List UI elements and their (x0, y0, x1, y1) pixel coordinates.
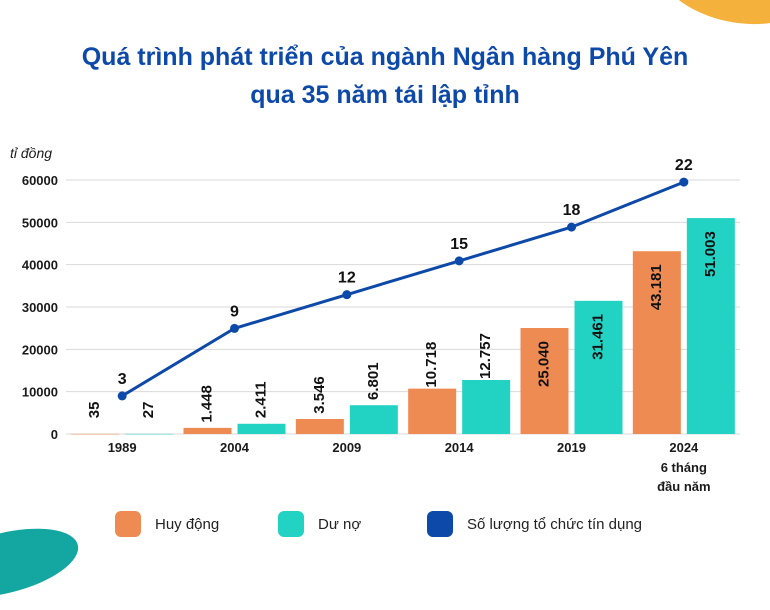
line-data-label: 15 (450, 236, 468, 253)
legend-label-huy-dong: Huy động (155, 515, 220, 533)
chart-svg: tỉ đồng 0 10000 20000 30000 40000 50000 60000 19… (10, 145, 740, 494)
line-point (567, 222, 576, 232)
legend-label-to-chuc-tin-dung: Số lượng tổ chức tín dụng (467, 515, 643, 533)
data-label-du-no: 6.801 (365, 362, 382, 400)
line-point (679, 177, 689, 187)
bar-du-no (349, 405, 398, 434)
y-tick-label: 0 (51, 427, 58, 442)
data-label-du-no: 51.003 (702, 231, 719, 277)
x-tick-label: 2004 (220, 440, 250, 455)
bar-du-no (462, 379, 511, 434)
x-tick-label: 2019 (557, 440, 586, 455)
data-label-du-no: 2.411 (252, 381, 269, 418)
bar-du-no (125, 433, 174, 435)
legend-item-to-chuc-tin-dung: Số lượng tổ chức tín dụng (427, 511, 642, 537)
data-label-huy-dong: 3.546 (311, 376, 328, 414)
bar-huy-dong (71, 433, 120, 435)
bar-huy-dong (295, 418, 344, 434)
data-label-huy-dong: 35 (86, 402, 103, 419)
bar-du-no (237, 423, 286, 434)
x-tick-sublabel: đầu năm (657, 479, 710, 494)
x-tick-label: 1989 (108, 440, 137, 455)
data-label-du-no: 12.757 (477, 333, 494, 379)
data-label-huy-dong: 10.718 (423, 342, 440, 388)
legend-swatch-du-no (278, 511, 304, 537)
x-tick-label: 2014 (445, 440, 475, 455)
legend-label-du-no: Dư nợ (318, 515, 362, 533)
bar-huy-dong (183, 427, 232, 434)
line-point (454, 256, 464, 266)
chart-title-line-2: qua 35 năm tái lập tỉnh (250, 81, 520, 109)
y-tick-label: 30000 (22, 300, 58, 315)
bar-du-no (686, 218, 735, 434)
line-data-label: 12 (338, 270, 356, 287)
line-data-label: 18 (563, 202, 581, 219)
y-tick-label: 40000 (22, 258, 58, 273)
data-label-du-no: 31.461 (589, 314, 606, 360)
data-label-du-no: 27 (140, 402, 157, 419)
y-tick-label: 50000 (22, 215, 58, 230)
x-tick-sublabel: 6 tháng (661, 460, 707, 475)
x-tick-label: 2024 (669, 440, 699, 455)
line-point (342, 290, 352, 300)
y-axis-unit-label: tỉ đồng (10, 145, 52, 161)
data-label-huy-dong: 43.181 (648, 264, 665, 310)
bar-huy-dong (408, 388, 457, 434)
legend-swatch-to-chuc-tin-dung (427, 511, 453, 537)
legend-item-du-no: Dư nợ (278, 511, 361, 537)
data-label-huy-dong: 25.040 (535, 341, 552, 387)
bar-huy-dong (520, 327, 569, 434)
y-tick-label: 10000 (22, 385, 58, 400)
line-to-chuc-tin-dung (121, 180, 685, 398)
chart-legend: Huy động Dư nợ Số lượng tổ chức tín dụng (0, 511, 770, 541)
line-point (117, 391, 127, 401)
chart-title-line-1: Quá trình phát triển của ngành Ngân hàng… (81, 43, 689, 71)
line-data-label: 9 (230, 303, 239, 320)
bar-huy-dong (632, 251, 681, 434)
line-point (230, 323, 239, 333)
y-tick-label: 60000 (22, 173, 58, 188)
line-data-label: 3 (118, 371, 127, 388)
legend-item-huy-dong: Huy động (115, 511, 219, 537)
legend-swatch-huy-dong (115, 511, 141, 537)
data-label-huy-dong: 1.448 (198, 385, 215, 423)
y-tick-label: 20000 (22, 342, 58, 357)
bar-du-no (574, 300, 623, 434)
x-tick-label: 2009 (332, 440, 361, 455)
line-data-label: 22 (675, 157, 693, 174)
